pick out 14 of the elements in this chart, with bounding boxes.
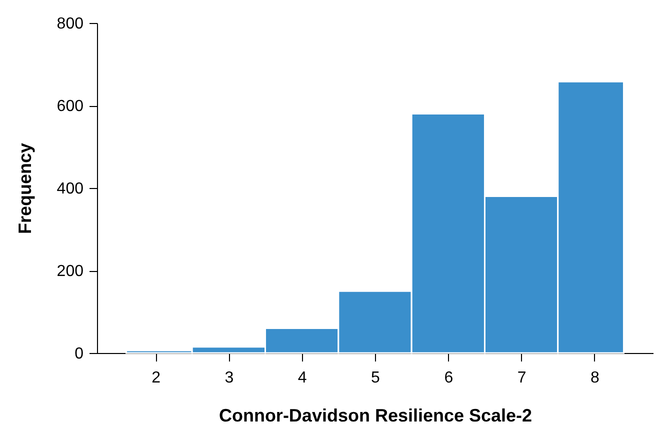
x-tick-label: 8 <box>590 370 600 386</box>
y-tick-label: 400 <box>56 180 84 198</box>
x-tick-label: 3 <box>224 370 234 386</box>
y-tick-label: 800 <box>56 16 84 32</box>
y-tick-label: 0 <box>74 346 84 362</box>
y-axis-title: Frequency <box>14 142 35 234</box>
y-tick-label: 600 <box>56 98 84 115</box>
y-tick-label: 200 <box>56 263 84 280</box>
x-tick-label: 4 <box>298 370 307 386</box>
x-tick-label: 2 <box>152 370 161 386</box>
x-tick-label: 7 <box>517 370 526 386</box>
x-tick-label: 5 <box>371 370 380 386</box>
x-axis-title: Connor-Davidson Resilience Scale-2 <box>218 406 532 426</box>
x-tick-label: 6 <box>444 370 454 386</box>
